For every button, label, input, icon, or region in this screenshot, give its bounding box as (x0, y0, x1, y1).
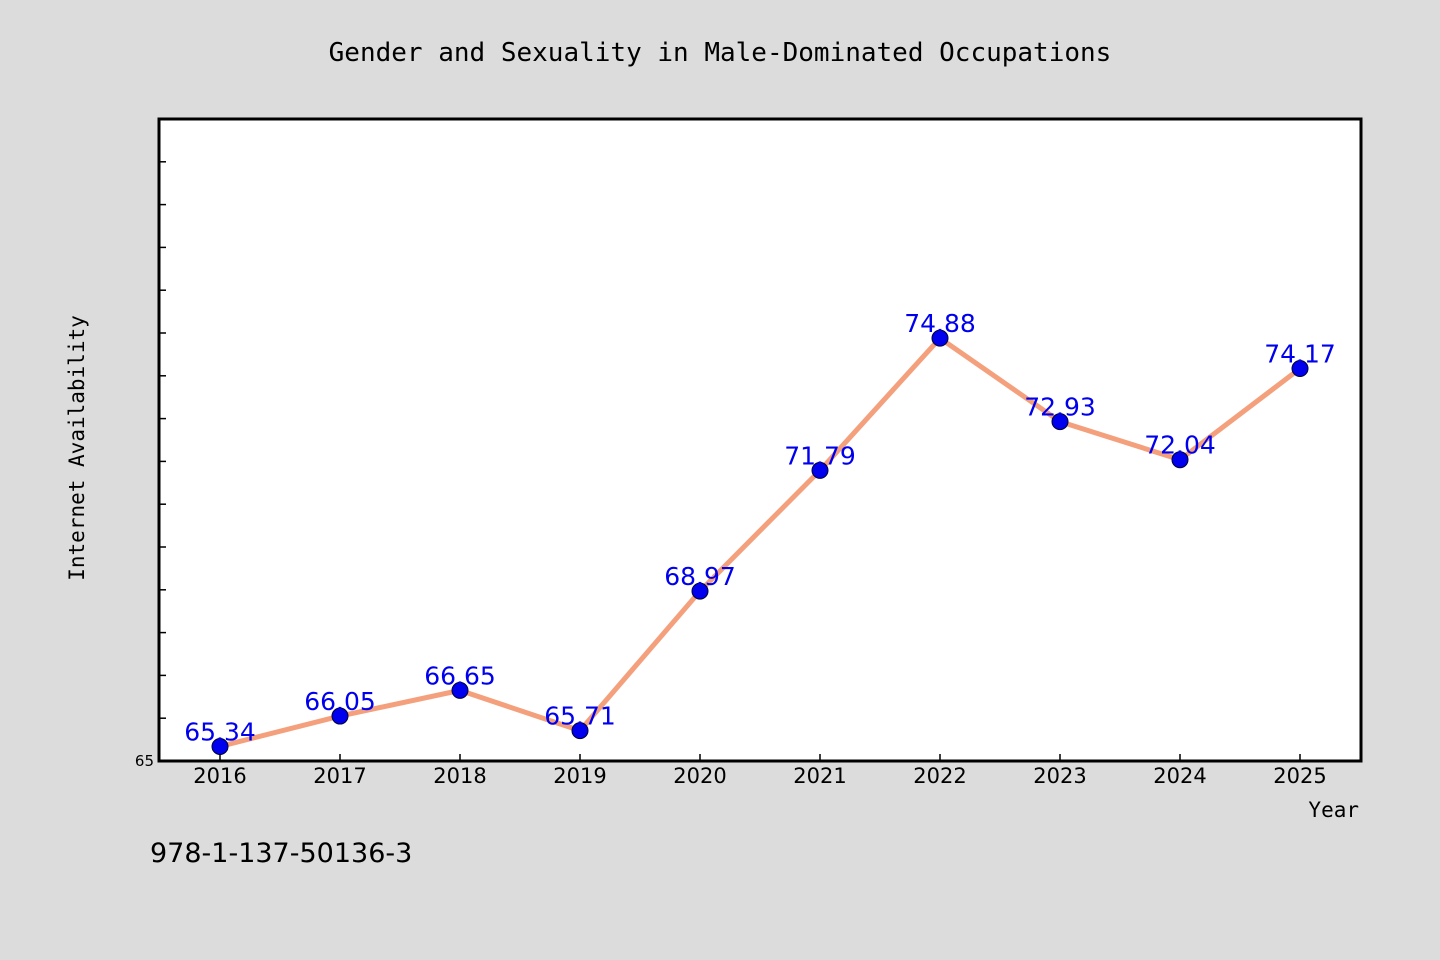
x-tick-label: 2018 (433, 764, 486, 788)
data-point-marker (811, 461, 829, 479)
data-point-marker (1171, 451, 1189, 469)
data-point-marker (931, 329, 949, 347)
plot-area (157, 117, 1363, 763)
data-label: 71.79 (784, 441, 856, 470)
data-label: 74.17 (1264, 340, 1336, 369)
data-point-marker (571, 722, 589, 740)
y-axis-label: Internet Availability (65, 315, 89, 581)
x-tick-label: 2020 (673, 764, 726, 788)
x-axis-label: Year (1308, 798, 1359, 822)
data-label: 72.93 (1024, 393, 1096, 422)
x-tick-label: 2025 (1273, 764, 1326, 788)
x-tick-label: 2023 (1033, 764, 1086, 788)
data-point-marker (1051, 413, 1069, 431)
data-point-marker (211, 737, 229, 755)
footer-identifier: 978-1-137-50136-3 (150, 838, 412, 869)
data-label: 72.04 (1144, 431, 1216, 460)
chart-title: Gender and Sexuality in Male-Dominated O… (329, 38, 1112, 68)
data-label: 66.65 (424, 661, 496, 690)
x-tick-label: 2017 (313, 764, 366, 788)
data-label: 74.88 (904, 309, 976, 338)
data-point-marker (1291, 360, 1309, 378)
data-label: 65.71 (544, 702, 616, 731)
data-point-marker (691, 582, 709, 600)
data-label: 68.97 (664, 562, 736, 591)
y-axis-ticks: 65 (135, 161, 166, 770)
x-tick-label: 2019 (553, 764, 606, 788)
x-tick-label: 2021 (793, 764, 846, 788)
series-line (217, 335, 1303, 749)
data-label: 66.05 (304, 687, 376, 716)
x-tick-label: 2024 (1153, 764, 1206, 788)
x-axis-ticks: 2016 2017 2018 2019 2020 2021 2022 2023 2024 2025 (193, 754, 1327, 788)
series-layer: 65.34 66.05 66.65 65.71 68.97 71.79 74.88 72.93… (184, 309, 1336, 755)
x-tick-label: 2022 (913, 764, 966, 788)
y-tick-label: 65 (135, 752, 154, 770)
data-point-marker (451, 681, 469, 699)
data-point-marker (331, 707, 349, 725)
x-tick-label: 2016 (193, 764, 246, 788)
data-label: 65.34 (184, 717, 256, 746)
